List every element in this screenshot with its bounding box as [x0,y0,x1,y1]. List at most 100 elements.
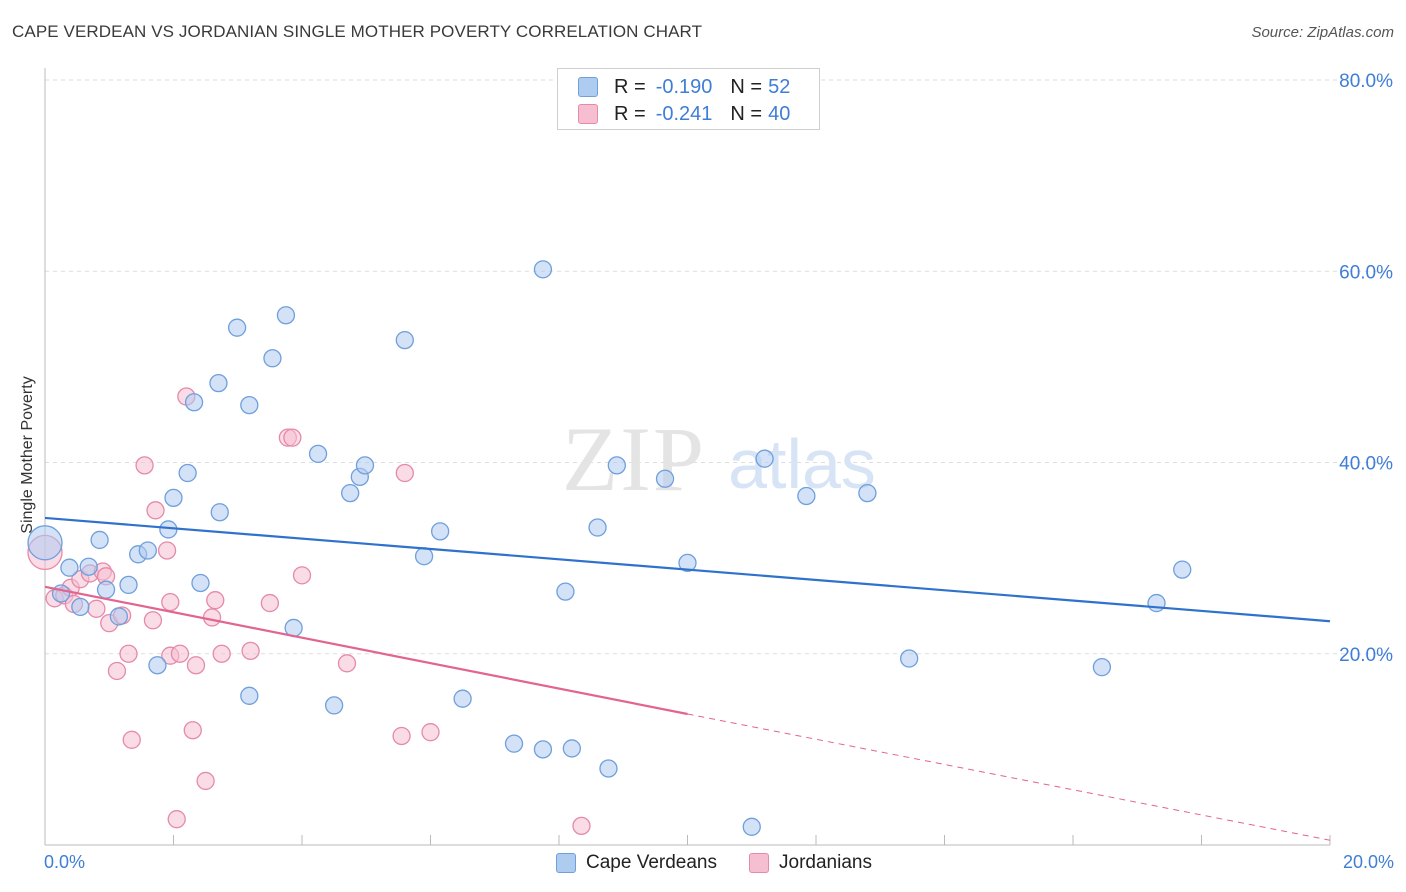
cape-verdeans-point [164,488,183,508]
cape-verdeans-point [900,649,919,668]
cape-verdeans-point [148,656,167,675]
cape-verdeans-point [71,597,90,617]
jordanians-point [337,654,357,673]
legend-label: Cape Verdeans [586,852,717,873]
cape-verdeans-point [341,483,360,503]
jordanians-point [87,599,106,618]
cape-verdeans-point [556,582,575,601]
cape-verdeans-point [51,584,71,603]
trend-lines [44,516,1331,841]
cape-verdeans-point [27,525,63,561]
jordanians-point [157,541,177,560]
y-tick-labels: 20.0% 40.0% 60.0% 80.0% [1339,71,1393,666]
legend-label: Jordanians [779,852,872,873]
jordanians-point [196,771,215,791]
cape-verdeans-point [1173,560,1192,579]
r-value: -0.241 [655,102,713,125]
cape-verdeans-point [430,522,450,541]
jordanians-point [202,608,222,627]
cape-verdeans-point [263,349,282,368]
jordanians-trend-extension [687,713,1331,841]
legend-item-cape-verdeans: Cape Verdeans [556,852,717,874]
jordanians-point [241,641,260,661]
blue-swatch [578,77,598,97]
jordanians-point [212,644,231,663]
cape-verdeans-point [678,553,697,573]
cape-verdeans-point [138,541,157,560]
cape-verdeans-point [119,575,138,595]
cape-verdeans-point [1092,657,1112,677]
pink-swatch [578,104,598,124]
y-tick-label: 40.0% [1339,454,1393,475]
y-tick-label: 20.0% [1339,645,1393,666]
jordanians-point [135,456,154,475]
y-tick-label: 60.0% [1339,262,1393,283]
jordanians-point [572,816,591,836]
cape-verdeans-point [209,373,228,393]
cape-verdeans-point [588,518,607,537]
cape-verdeans-point [599,759,618,778]
cape-verdeans-trend-line [44,516,1331,623]
cape-verdeans-point [562,739,581,758]
cape-verdeans-point [607,456,626,475]
jordanians-point [161,592,180,612]
cape-verdeans-point [533,260,553,279]
r-value: -0.190 [655,75,713,98]
r-label: R = [614,102,646,125]
correlation-legend: R = -0.190 N = 52 R = -0.241 N = 40 [557,68,820,130]
n-label: N = [730,75,763,98]
cape-verdeans-point [533,740,553,759]
cape-verdeans-point [858,483,877,503]
cape-verdeans-point [1147,593,1166,613]
n-value: 52 [768,75,791,98]
cape-verdeans-point [414,547,434,566]
cape-verdeans-point [755,449,774,468]
cape-verdeans-points [27,260,1192,836]
pink-swatch [749,853,769,873]
legend-row-cape-verdeans: R = -0.190 N = 52 [578,75,790,99]
jordanians-point [107,661,127,681]
cape-verdeans-point [453,689,472,708]
cape-verdeans-point [797,486,816,506]
cape-verdeans-point [109,607,129,626]
cape-verdeans-point [79,557,98,576]
axes [44,68,1331,846]
cape-verdeans-point [178,463,197,483]
jordanians-point [170,644,190,663]
n-value: 40 [768,102,791,125]
legend-item-jordanians: Jordanians [749,852,872,874]
jordanians-point [119,644,138,663]
jordanians-point [146,501,165,520]
cape-verdeans-point [90,530,109,550]
jordanians-point [122,730,141,749]
source-credit: Source: ZipAtlas.com [1251,24,1394,41]
series-legend: Cape Verdeans Jordanians [556,852,904,874]
jordanians-point [143,611,163,630]
cape-verdeans-point [395,330,414,350]
cape-verdeans-point [227,318,247,337]
r-label: R = [614,75,646,98]
cape-verdeans-point [308,444,328,464]
cape-verdeans-point [355,456,375,475]
cape-verdeans-point [276,306,296,325]
jordanians-trend-line [44,585,688,716]
jordanians-point [206,591,225,610]
cape-verdeans-point [742,817,761,836]
cape-verdeans-point [240,395,259,415]
jordanians-point [395,463,414,483]
watermark-zip: ZIP [562,408,706,510]
jordanians-point [421,723,440,742]
jordanians-point [167,810,186,829]
jordanians-point [186,656,206,675]
legend-row-jordanians: R = -0.241 N = 40 [578,102,790,126]
cape-verdeans-point [210,503,229,522]
jordanians-point [292,566,312,585]
cape-verdeans-point [96,580,116,599]
x-tick-label-left: 0.0% [44,852,86,872]
jordanians-point [260,593,280,613]
cape-verdeans-point [60,558,79,577]
cape-verdeans-point [191,573,210,593]
jordanians-point [392,726,411,746]
jordanians-point [283,428,302,447]
